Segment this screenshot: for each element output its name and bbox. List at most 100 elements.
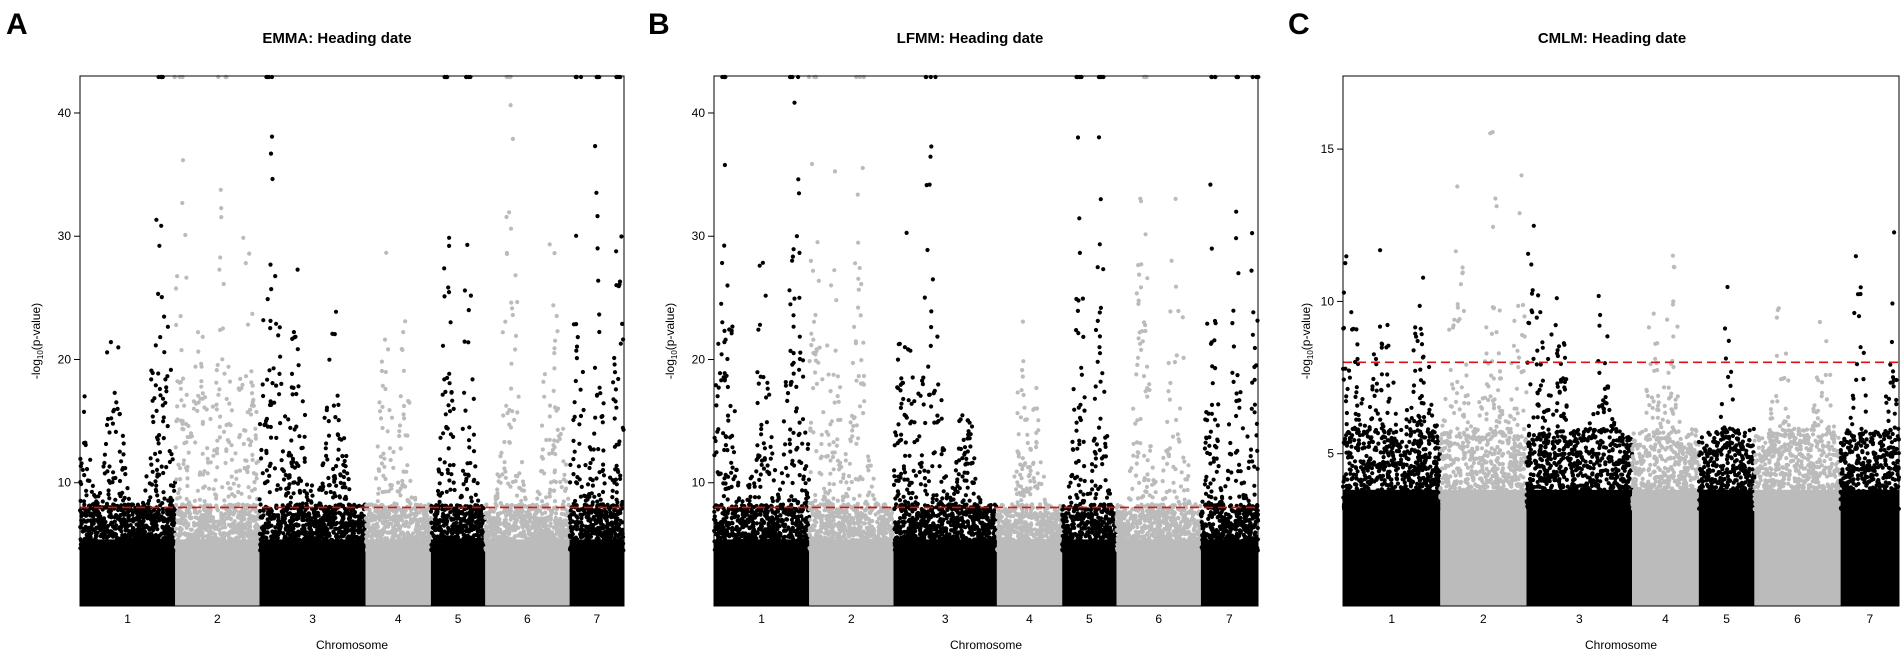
snp-point — [380, 404, 385, 409]
snp-point — [507, 422, 512, 427]
snp-point — [102, 452, 107, 457]
snp-point — [249, 391, 255, 396]
snp-point — [466, 548, 472, 553]
snp-point — [176, 511, 181, 516]
snp-point — [116, 345, 121, 350]
snp-point — [494, 503, 499, 508]
snp-point — [157, 386, 162, 392]
snp-point — [194, 528, 199, 534]
snp-point — [234, 469, 239, 474]
snp-point — [149, 521, 154, 526]
snp-point — [493, 494, 498, 499]
snp-point — [539, 528, 545, 534]
snp-point — [254, 516, 259, 522]
snp-point — [616, 376, 621, 382]
snp-point — [166, 498, 171, 503]
snp-point — [82, 528, 87, 533]
snp-point — [526, 523, 531, 529]
snp-point — [368, 517, 374, 522]
snp-point — [226, 364, 231, 369]
snp-point — [304, 494, 309, 500]
snp-point — [383, 369, 388, 375]
snp-point — [187, 511, 193, 516]
snp-point — [321, 484, 326, 489]
snp-point — [191, 520, 197, 526]
snp-point — [143, 537, 148, 542]
snp-point — [495, 487, 500, 492]
snp-point — [254, 476, 259, 481]
snp-point — [545, 502, 550, 507]
snp-point — [307, 526, 312, 531]
snp-point — [247, 534, 252, 539]
snp-point — [386, 545, 391, 551]
snp-point — [260, 471, 265, 476]
snp-point — [388, 457, 393, 463]
snp-point — [90, 538, 95, 543]
snp-point — [219, 521, 224, 526]
snp-point — [173, 532, 178, 537]
snp-point — [229, 503, 234, 508]
snp-point — [310, 547, 315, 552]
snp-point — [98, 545, 103, 550]
snp-point — [182, 514, 187, 519]
snp-point — [278, 354, 283, 359]
points-a — [78, 74, 626, 606]
snp-point — [198, 470, 203, 475]
snp-point — [218, 531, 223, 536]
snp-point — [243, 526, 248, 531]
snp-point — [340, 454, 345, 459]
snp-point — [551, 488, 557, 493]
snp-point — [154, 217, 159, 222]
snp-point — [130, 545, 136, 550]
snp-point — [542, 548, 547, 553]
snp-point — [334, 483, 339, 488]
snp-point — [333, 534, 339, 539]
snp-point — [404, 469, 409, 474]
snp-point — [163, 547, 168, 552]
snp-point — [555, 427, 560, 432]
snp-point — [308, 536, 313, 541]
snp-point — [507, 440, 512, 445]
snp-point — [220, 357, 225, 362]
snp-point — [99, 532, 104, 537]
snp-point — [381, 540, 387, 546]
snp-point — [213, 492, 218, 497]
snp-point — [304, 482, 310, 487]
snp-point — [291, 330, 296, 335]
snp-point — [297, 502, 302, 507]
snp-point — [144, 523, 149, 529]
snp-point — [160, 506, 165, 512]
snp-point — [215, 536, 220, 541]
snp-point — [179, 520, 184, 525]
snp-point — [106, 492, 111, 497]
snp-point — [539, 516, 544, 521]
snp-point — [333, 415, 338, 420]
snp-point — [437, 481, 442, 486]
snp-point — [128, 507, 133, 512]
snp-point — [439, 490, 445, 496]
snp-point — [383, 386, 388, 392]
chrom-7-points — [567, 74, 626, 606]
snp-point — [520, 479, 526, 484]
snp-point — [205, 525, 210, 530]
snp-point — [224, 396, 229, 402]
snp-point — [553, 452, 558, 457]
snp-point — [386, 489, 391, 494]
snp-point — [195, 330, 201, 335]
snp-point — [544, 495, 549, 500]
snp-point — [425, 542, 430, 547]
snp-point — [440, 507, 445, 512]
snp-point — [512, 516, 517, 521]
snp-point — [270, 529, 275, 534]
snp-point — [382, 529, 387, 534]
snp-point — [553, 338, 558, 343]
snp-point — [138, 545, 143, 550]
snp-point — [460, 523, 465, 528]
snp-point — [366, 502, 371, 507]
snp-point — [228, 516, 233, 522]
snp-point — [468, 293, 473, 298]
snp-point — [508, 505, 513, 510]
snp-point — [181, 461, 186, 467]
snp-point — [335, 432, 340, 437]
snp-point — [502, 533, 507, 539]
